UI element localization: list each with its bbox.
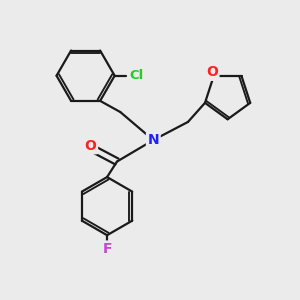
- Text: F: F: [102, 242, 112, 256]
- Text: Cl: Cl: [129, 69, 144, 82]
- Text: O: O: [206, 65, 218, 79]
- Text: N: N: [148, 133, 159, 147]
- Text: O: O: [85, 139, 97, 153]
